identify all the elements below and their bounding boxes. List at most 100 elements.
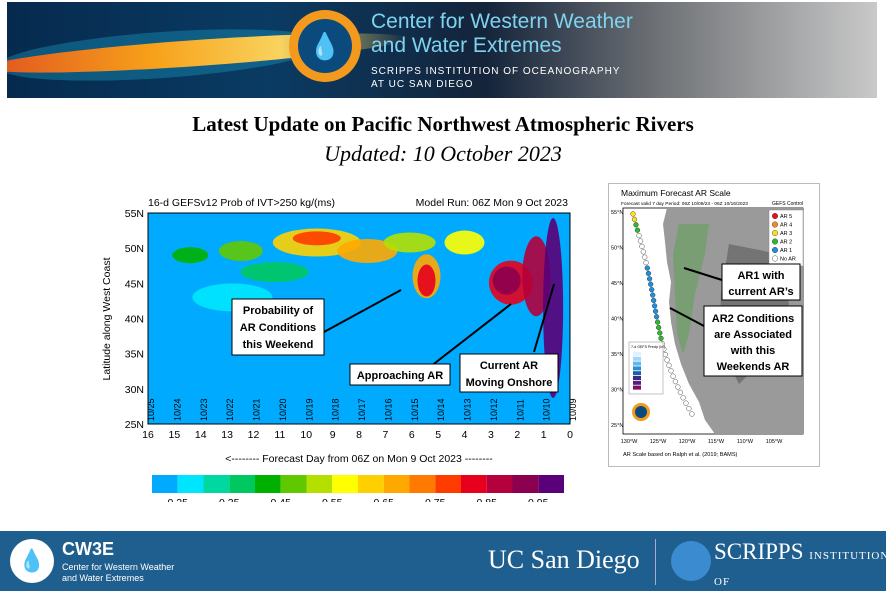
lat-tick-label: 50°N [611, 246, 623, 252]
precip-legend-title: 7-d GEFS Precip (in.) [631, 345, 665, 349]
ar-point [650, 292, 656, 298]
ar-point [657, 330, 663, 336]
plot-heading-right: Model Run: 06Z Mon 9 Oct 2023 [416, 197, 568, 209]
cw3e-map-logo-inner [635, 406, 647, 418]
header-banner: 💧 Center for Western Weather and Water E… [7, 2, 877, 98]
colorbar-label: 0.75 [425, 497, 446, 502]
latitude-ticks: 55°N 50°N 45°N 40°N 35°N 30°N 25°N [611, 210, 623, 429]
colorbar-swatch [358, 475, 384, 493]
org-name: Center for Western Weather and Water Ext… [371, 10, 633, 58]
page-title: Latest Update on Pacific Northwest Atmos… [192, 112, 694, 136]
probability-blob [383, 232, 436, 253]
colorbar-labels: 0.25 0.35 0.45 0.55 0.65 0.75 0.85 0.95 [168, 497, 549, 502]
y-tick-label: 35N [125, 349, 144, 361]
x-tick-label: 6 [409, 429, 415, 441]
precip-swatch [633, 385, 641, 390]
date-label: 10/09 [568, 398, 578, 421]
x-tick-label: 11 [274, 429, 285, 441]
legend-marker [771, 230, 778, 237]
lon-tick-label: 115°W [708, 439, 725, 445]
water-drop-icon: 💧 [298, 19, 352, 73]
ar-point [636, 233, 642, 239]
ucsd-wordmark: UC San Diego [488, 545, 640, 574]
date-label: 10/14 [436, 398, 446, 421]
x-tick-label: 12 [248, 429, 260, 441]
ar-point [675, 384, 681, 390]
lat-tick-label: 45°N [611, 281, 623, 287]
ar-point [645, 270, 652, 277]
map-footnote: AR Scale based on Ralph et al. (2019; BA… [623, 452, 738, 458]
colorbar-swatch [203, 475, 230, 493]
cw3e-footer-logo-icon: 💧 [10, 539, 54, 583]
date-label: 10/15 [410, 398, 420, 421]
ar-point [647, 276, 653, 282]
scripps-wordmark: SCRIPPS INSTITUTION OF OCEANOGRAPHY [714, 540, 886, 616]
y-tick-label: 50N [125, 243, 144, 255]
precip-swatch [633, 376, 641, 380]
legend-label: No AR [780, 257, 796, 263]
colorbar-swatch [486, 475, 513, 493]
ar-point [637, 238, 644, 244]
lat-tick-label: 40°N [611, 317, 623, 323]
legend-label: AR 2 [780, 240, 792, 246]
approaching-callout: Approaching AR [357, 370, 443, 382]
ar-point [652, 308, 659, 314]
ar1-callout-box [721, 263, 801, 301]
y-tick-label: 45N [125, 278, 144, 290]
ar-point [670, 373, 676, 379]
ar-point [649, 287, 655, 293]
x-tick-label: 15 [169, 429, 181, 441]
date-label: 10/11 [515, 399, 525, 421]
x-tick-label: 0 [567, 429, 573, 441]
ar2-callout-line4: Weekends AR [717, 361, 790, 373]
page-subtitle: Updated: 10 October 2023 [324, 141, 562, 166]
ar-point [656, 324, 662, 331]
colorbar-swatch [152, 475, 178, 493]
ar-point [689, 411, 695, 417]
current-callout-line2: Moving Onshore [466, 377, 553, 389]
x-tick-label: 9 [330, 429, 336, 441]
precip-swatch [633, 352, 641, 356]
ar-point [633, 222, 639, 228]
ar-point [648, 281, 654, 287]
y-tick-label: 25N [125, 419, 144, 431]
scripps-oceanography: OCEANOGRAPHY [714, 591, 886, 616]
date-label: 10/21 [252, 398, 262, 421]
lon-tick-label: 130°W [621, 439, 638, 445]
plot-heading-left: 16-d GEFSv12 Prob of IVT>250 kg/(ms) [148, 197, 335, 209]
ar-point [666, 362, 672, 368]
precip-swatch [633, 380, 641, 385]
lon-tick-label: 120°W [679, 439, 696, 445]
colorbar-swatch [435, 475, 461, 493]
probability-blob [492, 266, 521, 295]
lon-tick-label: 110°W [737, 439, 754, 445]
probability-blob [444, 230, 485, 255]
x-tick-label: 2 [514, 429, 520, 441]
ar-point [686, 405, 692, 412]
current-callout-line1: Current AR [480, 360, 538, 372]
ar-point [664, 357, 670, 363]
x-tick-label: 10 [300, 429, 312, 441]
colorbar-label: 0.95 [528, 497, 549, 502]
probability-blob [218, 240, 263, 261]
probability-field [148, 213, 570, 424]
org-name-line1: Center for Western Weather [371, 10, 633, 33]
legend-marker [771, 213, 778, 220]
org-name-line2: and Water Extremes [371, 34, 562, 57]
cw3e-footer-sub2: and Water Extremes [62, 573, 144, 583]
coastal-ranges [673, 224, 709, 354]
legend-label: AR 4 [780, 223, 792, 229]
ar1-callout-line2: current AR’s [728, 286, 793, 298]
date-label: 10/25 [146, 398, 156, 421]
institution-name: SCRIPPS INSTITUTION OF OCEANOGRAPHY AT U… [371, 65, 620, 91]
colorbar-label: 0.65 [374, 497, 395, 502]
globe-icon [671, 541, 711, 581]
date-labels: 10/25 10/24 10/23 10/22 10/21 10/20 10/19 10/18… [146, 398, 578, 421]
ar-point [680, 395, 686, 401]
y-axis-label: Latitude along West Coast [101, 257, 113, 380]
y-axis-ticks: 55N 50N 45N 40N 35N 30N 25N [125, 208, 144, 431]
footer-divider [655, 539, 656, 585]
legend-label: AR 1 [780, 248, 792, 254]
ar2-callout-box [703, 305, 803, 377]
date-label: 10/17 [357, 398, 367, 421]
